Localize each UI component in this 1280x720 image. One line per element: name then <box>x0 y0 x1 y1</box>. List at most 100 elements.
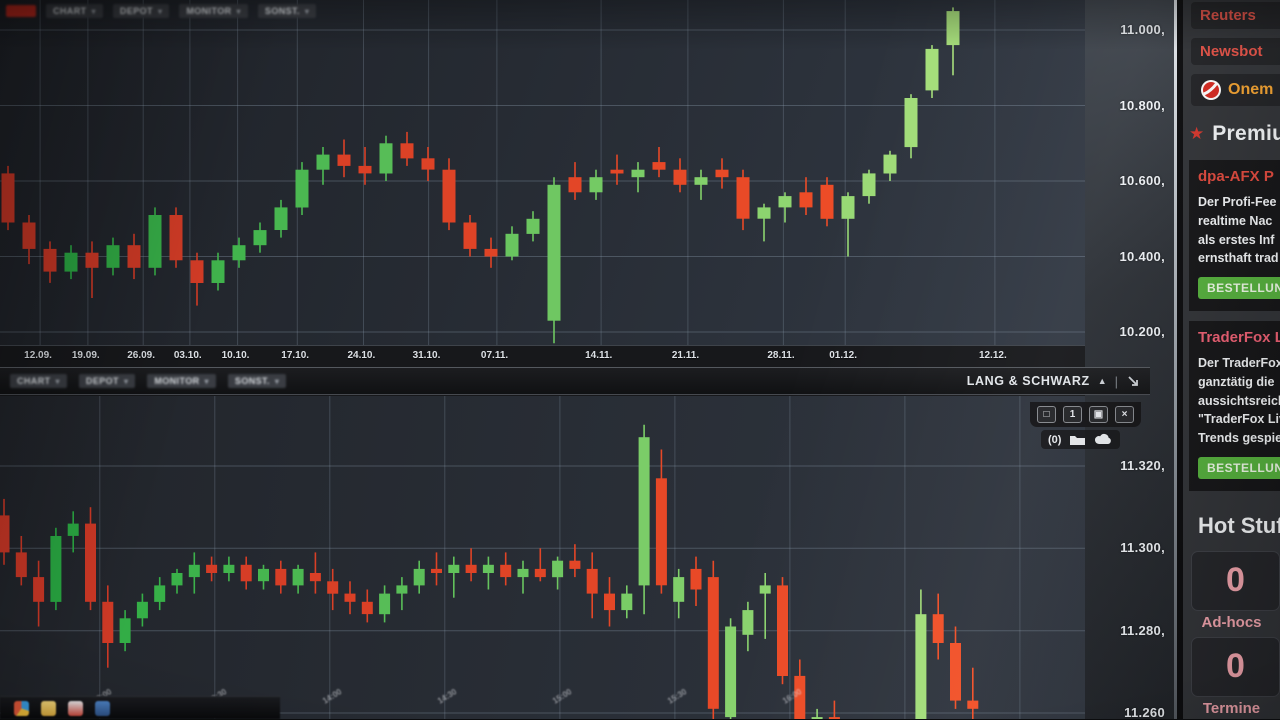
news-sidebar: Reuters Newsbot Onem ★ Premiu dpa-AFX P … <box>1183 0 1280 719</box>
lang-schwarz-brand: LANG & SCHWARZ <box>966 374 1090 388</box>
chevron-down-icon: ▾ <box>55 376 60 386</box>
date-axis-label: 19.09. <box>71 350 100 361</box>
folder-icon[interactable] <box>1069 433 1086 446</box>
menu-item-sonst[interactable]: SONST. ▾ <box>227 374 287 388</box>
onemarkets-logo <box>1201 80 1221 100</box>
chevron-down-icon: ▾ <box>157 6 163 16</box>
y-axis-label: 11.300, <box>1120 540 1165 556</box>
sidebar-item-newsbot[interactable]: Newsbot <box>1191 38 1280 65</box>
dpa-afx-title[interactable]: dpa-AFX P <box>1198 168 1274 185</box>
bottom-chart-titlebar: CHART ▾ DEPOT ▾ MONITOR ▾ SONST. ▾ LANG & SC… <box>0 367 1150 395</box>
y-axis-label: 11.320, <box>1120 458 1165 473</box>
panel-text: Der TraderFox <box>1198 356 1280 370</box>
menu-item-chart[interactable]: CHART ▾ <box>10 374 67 388</box>
taskbar-icon-app[interactable] <box>95 700 110 716</box>
top-chart-panel: CHART ▾ DEPOT ▾ MONITOR ▾ SONST. ▾ <box>0 0 1085 345</box>
y-axis-label: 10.800, <box>1119 97 1165 113</box>
hot-stuff-header: Hot Stuf <box>1189 513 1280 539</box>
panel-text: aussichtsreich <box>1198 393 1280 408</box>
y-axis-label: 11.260 <box>1124 705 1165 720</box>
chevron-down-icon: ▾ <box>204 376 209 386</box>
date-axis-label: 26.09. <box>127 350 156 361</box>
menu-item-monitor[interactable]: MONITOR ▾ <box>147 374 216 388</box>
bestellung-button[interactable]: BESTELLUNG <box>1198 277 1280 299</box>
price-axis: 11.000, 10.800, 10.600, 10.400, 10.200, 11.32… <box>1085 0 1177 720</box>
termine-counter[interactable]: 0 <box>1191 636 1280 697</box>
counter-value: 0 <box>1226 561 1245 600</box>
y-axis-label: 11.280, <box>1120 622 1165 638</box>
menu-item-chart[interactable]: CHART ▾ <box>46 4 103 18</box>
taskbar-icon-browser[interactable] <box>68 700 83 716</box>
panel-text: realtime Nac <box>1198 213 1273 228</box>
date-axis-label: 03.10. <box>173 350 202 361</box>
up-triangle-icon: ▲ <box>1097 376 1107 386</box>
dpa-afx-panel: dpa-AFX P Der Profi-Fee realtime Nac als… <box>1189 160 1280 311</box>
top-candlestick-chart[interactable] <box>0 0 1085 345</box>
bottom-chart-toolbar: CHART ▾ DEPOT ▾ MONITOR ▾ SONST. ▾ <box>10 374 287 388</box>
y-axis-label: 10.200, <box>1119 324 1165 339</box>
monitor-bezel <box>1177 0 1183 719</box>
taskbar-icon-media[interactable] <box>14 700 29 716</box>
layout-one-button[interactable]: 1 <box>1063 406 1082 423</box>
source-label: Reuters <box>1200 7 1256 24</box>
panel-text: ernsthaft trad <box>1198 251 1279 266</box>
date-axis-label: 28.11. <box>767 350 795 361</box>
divider: | <box>1114 373 1118 389</box>
y-axis-label: 10.600, <box>1119 173 1165 188</box>
premium-section-header: ★ Premiu <box>1189 122 1280 146</box>
window-controls: □ 1 ▣ × <box>1030 402 1141 427</box>
premium-label: Premiu <box>1212 122 1280 145</box>
app-logo[interactable] <box>6 5 36 17</box>
chevron-down-icon: ▾ <box>123 376 129 386</box>
sidebar-item-reuters[interactable]: Reuters <box>1191 2 1280 29</box>
taskbar-icon-folder[interactable] <box>41 700 56 716</box>
resize-arrow-icon[interactable] <box>1126 374 1140 388</box>
panel-text: "TraderFox Liv <box>1198 412 1280 427</box>
traderfox-panel: TraderFox L Der TraderFox ganztätig die … <box>1189 321 1280 491</box>
date-axis-label: 31.10. <box>412 350 441 361</box>
counter-label: Termine <box>1202 699 1261 717</box>
y-axis-label: 11.000, <box>1120 22 1165 37</box>
maximize-button[interactable]: □ <box>1037 406 1056 423</box>
chevron-down-icon: ▾ <box>274 376 280 386</box>
source-label: Onem <box>1228 81 1274 98</box>
taskbar <box>0 696 280 719</box>
date-axis-label: 24.10. <box>347 350 376 361</box>
date-axis-label: 21.11. <box>671 350 700 361</box>
panel-text: als erstes Inf <box>1198 232 1275 247</box>
bottom-candlestick-chart[interactable] <box>0 396 1085 719</box>
sidebar-item-onemarkets[interactable]: Onem <box>1191 74 1280 106</box>
counter-value: 0 <box>1226 647 1245 686</box>
close-button[interactable]: × <box>1115 406 1134 423</box>
adhocs-counter[interactable]: 0 <box>1191 550 1280 611</box>
star-icon: ★ <box>1189 124 1205 143</box>
bestellung-button[interactable]: BESTELLUNG <box>1198 456 1280 479</box>
hot-stuff-label: Hot Stuf <box>1198 512 1280 538</box>
date-axis-label: 07.11. <box>480 350 509 361</box>
chevron-down-icon: ▾ <box>91 6 96 16</box>
cloud-upload-icon[interactable] <box>1094 433 1113 446</box>
chevron-down-icon: ▾ <box>304 6 310 16</box>
restore-button[interactable]: ▣ <box>1089 406 1108 423</box>
panel-text: ganztätig die <box>1198 374 1275 389</box>
y-axis-label: 10.400, <box>1119 248 1165 264</box>
chevron-down-icon: ▾ <box>236 6 241 16</box>
menu-item-depot[interactable]: DEPOT ▾ <box>112 4 170 18</box>
date-axis-label: 12.09. <box>24 350 52 361</box>
traderfox-title[interactable]: TraderFox L <box>1198 329 1280 346</box>
date-axis-label: 12.12. <box>978 350 1007 361</box>
top-chart-toolbar: CHART ▾ DEPOT ▾ MONITOR ▾ SONST. ▾ <box>6 4 317 18</box>
date-axis-label: 01.12. <box>829 350 858 361</box>
counter-label: Ad-hocs <box>1201 613 1262 631</box>
date-axis-label: 17.10. <box>281 350 310 361</box>
menu-item-depot[interactable]: DEPOT ▾ <box>78 374 136 388</box>
menu-item-sonst[interactable]: SONST. ▾ <box>257 4 317 18</box>
chart-quick-actions: (0) <box>1041 430 1121 449</box>
panel-text: Der Profi-Fee <box>1198 195 1277 209</box>
source-label: Newsbot <box>1200 43 1263 60</box>
date-axis-label: 10.10. <box>221 350 250 361</box>
menu-item-monitor[interactable]: MONITOR ▾ <box>179 4 248 18</box>
panel-text: Trends gespiel <box>1198 431 1280 445</box>
